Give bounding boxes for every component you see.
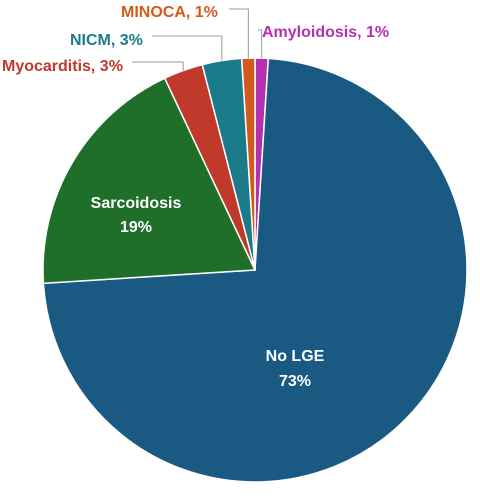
no-lge-pct-label: 73% — [279, 373, 311, 390]
sarcoidosis-name-label: Sarcoidosis — [91, 195, 182, 212]
no-lge-name-label: No LGE — [266, 348, 325, 365]
pie-slice-sarcoidosis — [42, 77, 257, 285]
minoca-label: MINOCA, 1% — [121, 4, 218, 21]
pie-slices — [42, 57, 468, 483]
nicm-label: NICM, 3% — [70, 32, 143, 49]
nicm-leader-line — [152, 35, 223, 61]
amyloidosis-leader-line — [258, 29, 263, 59]
minoca-leader-line — [229, 8, 249, 59]
amyloidosis-label: Amyloidosis, 1% — [262, 24, 389, 41]
myocarditis-label: Myocarditis, 3% — [2, 58, 123, 75]
myocarditis-leader-line — [132, 61, 184, 71]
leader-lines — [132, 8, 263, 71]
sarcoidosis-pct-label: 19% — [120, 219, 152, 236]
